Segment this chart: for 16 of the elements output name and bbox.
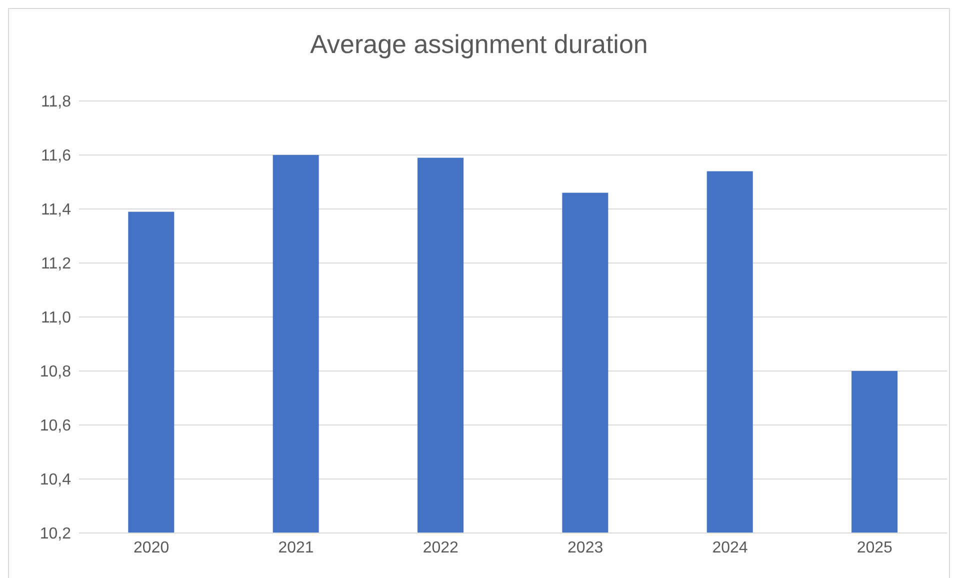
x-tick-label: 2022 (422, 539, 459, 556)
y-tick-label: 10,8 (40, 364, 72, 381)
x-tick-label: 2023 (568, 539, 604, 556)
x-tick-label: 2024 (712, 539, 748, 556)
y-tick-label: 11,8 (41, 94, 72, 111)
x-tick-label: 2021 (278, 539, 314, 556)
y-tick-label: 10,4 (40, 472, 72, 489)
x-tick-label: 2020 (134, 539, 170, 556)
x-tick-label: 2025 (856, 539, 893, 556)
y-tick-label: 11,2 (41, 256, 72, 273)
chart-title: Average assignment duration (309, 28, 649, 61)
y-tick-label: 11,0 (41, 310, 72, 327)
y-tick-label: 10,2 (40, 526, 72, 543)
y-tick-label: 11,6 (41, 148, 72, 165)
y-tick-label: 10,6 (40, 418, 72, 435)
y-tick-label: 11,4 (41, 202, 72, 219)
